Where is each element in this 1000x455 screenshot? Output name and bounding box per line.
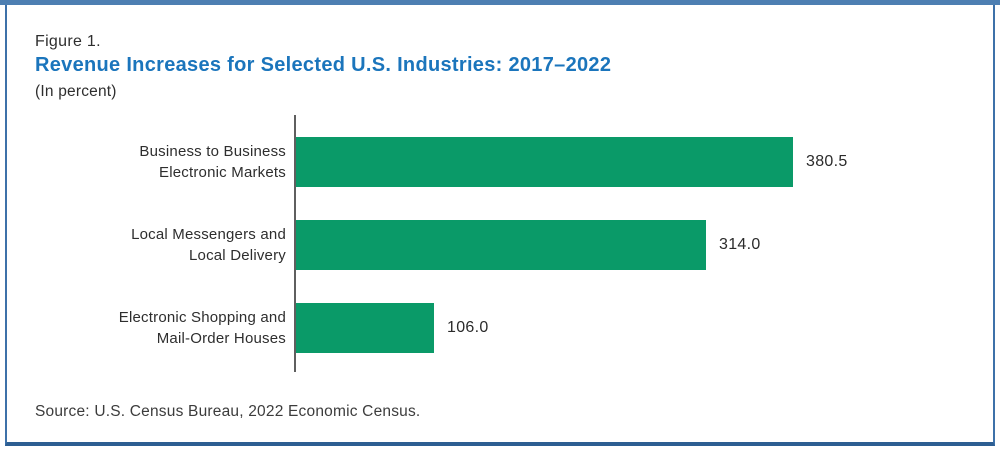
value-label: 314.0 xyxy=(719,236,761,253)
value-label: 380.5 xyxy=(806,153,848,170)
category-label: Electronic Shopping and Mail-Order Houses xyxy=(118,309,286,347)
figure-title: Revenue Increases for Selected U.S. Indu… xyxy=(35,54,612,76)
frame-border xyxy=(5,5,995,446)
y-axis-line xyxy=(294,115,296,372)
category-label: Business to Business Electronic Markets xyxy=(139,143,286,181)
category-label: Local Messengers and Local Delivery xyxy=(131,226,286,264)
bar-chart: Business to Business Electronic Markets 38… xyxy=(0,115,1000,375)
figure-number-label: Figure 1. xyxy=(35,33,101,50)
bar xyxy=(296,303,434,353)
frame-top-bar xyxy=(0,0,1000,5)
source-note: Source: U.S. Census Bureau, 2022 Economi… xyxy=(35,403,421,420)
value-label: 106.0 xyxy=(447,319,489,336)
figure-subtitle: (In percent) xyxy=(35,83,117,100)
bar xyxy=(296,137,793,187)
bar xyxy=(296,220,706,270)
